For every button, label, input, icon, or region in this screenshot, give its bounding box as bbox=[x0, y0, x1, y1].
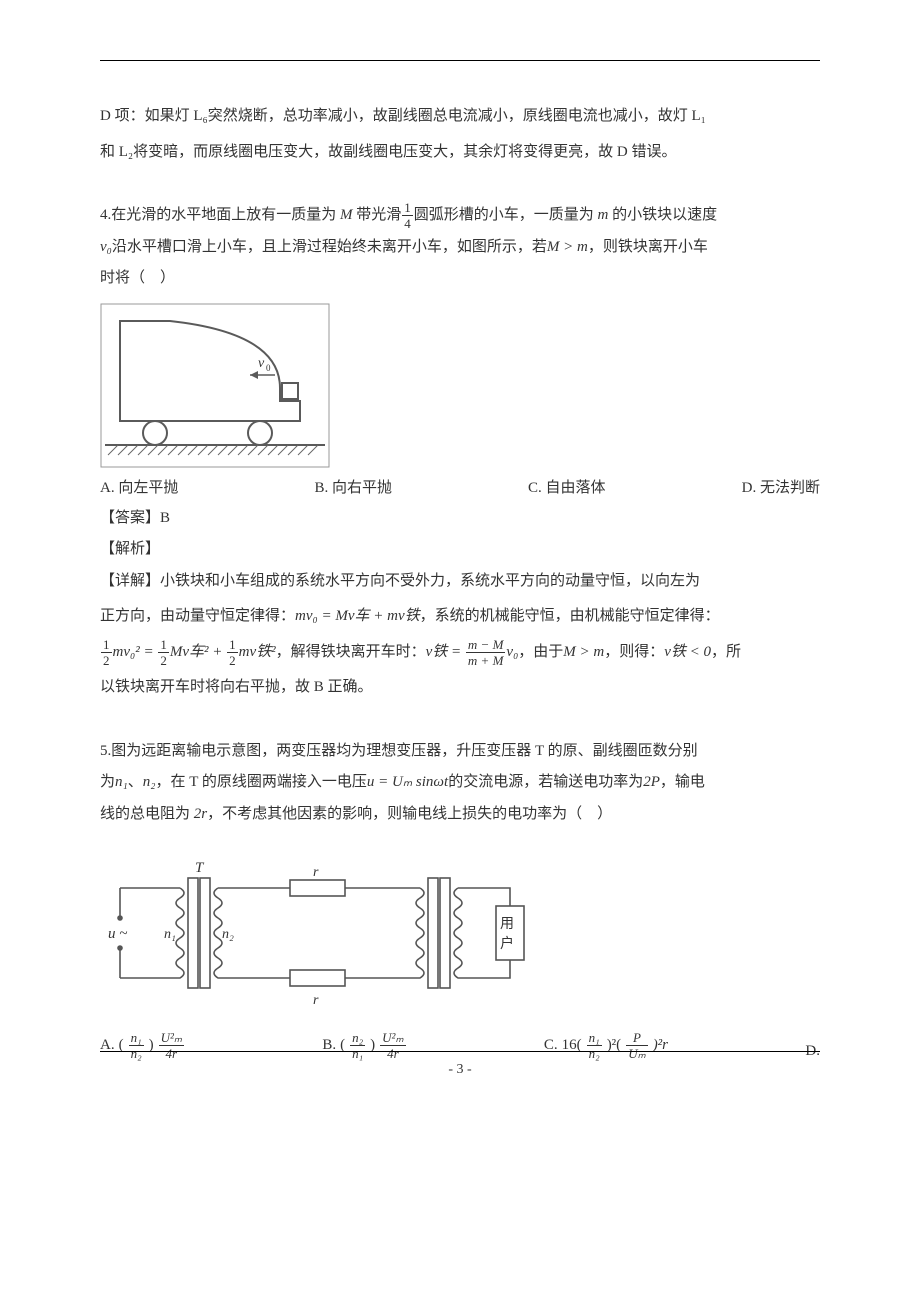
svg-text:v: v bbox=[258, 356, 265, 371]
bottom-horizontal-rule bbox=[100, 1051, 820, 1052]
q4-detail-label: 【详解】 bbox=[100, 573, 160, 589]
q4-cond: M > m bbox=[547, 239, 588, 255]
q5-a-f2: U²ₘ4r bbox=[159, 1031, 184, 1060]
q4-d2b: ，系统的机械能守恒，由机械能守恒定律得： bbox=[420, 608, 720, 624]
q4-cond2: M > m bbox=[563, 644, 604, 660]
eq2-t2: Mv车² + bbox=[170, 644, 226, 660]
svg-text:户: 户 bbox=[500, 935, 514, 952]
q4-v0: v₀ bbox=[100, 239, 112, 255]
q4-res: v铁 < 0 bbox=[664, 644, 711, 660]
q4-stem: 4.在光滑的水平地面上放有一质量为 M 带光滑14圆弧形槽的小车，一质量为 m … bbox=[100, 200, 820, 232]
eq2-t3: mv铁² bbox=[239, 644, 276, 660]
svg-text:r: r bbox=[313, 865, 319, 880]
q5-l2d: ，输电 bbox=[660, 774, 705, 790]
q4-stem-l3: 时将（ ） bbox=[100, 263, 820, 295]
q5-number: 5. bbox=[100, 743, 111, 759]
q5-diagram: u ~ n₁ n₂ T r r 用 户 bbox=[100, 838, 820, 1023]
q5-stem-l1: 5.图为远距离输电示意图，两变压器均为理想变压器，升压变压器 T 的原、副线圈匝… bbox=[100, 736, 820, 768]
frac-half-1: 12 bbox=[101, 638, 112, 667]
q5-n2: n₂ bbox=[143, 774, 156, 790]
q5-stem-l3: 线的总电阻为 2r，不考虑其他因素的影响，则输电线上损失的电功率为（ ） bbox=[100, 799, 820, 831]
q4-opt-b: B. 向右平抛 bbox=[314, 476, 392, 497]
q5-b-f1: n₂n₁ bbox=[350, 1031, 365, 1060]
q4-number: 4. bbox=[100, 207, 111, 223]
q5-opt-b: B. (n₂n₁)U²ₘ4r bbox=[322, 1031, 406, 1060]
svg-text:用: 用 bbox=[500, 917, 514, 932]
q4-answer-val: B bbox=[160, 510, 170, 526]
q4-d3d: ，所 bbox=[711, 644, 741, 660]
q4-d2a: 正方向，由动量守恒定律得： bbox=[100, 608, 295, 624]
q4-diagram: v 0 bbox=[100, 303, 820, 468]
q4-detail-l1: 【详解】小铁块和小车组成的系统水平方向不受外力，系统水平方向的动量守恒，以向左为 bbox=[100, 566, 820, 598]
svg-text:T: T bbox=[195, 860, 205, 876]
q4-stem-l2: v₀沿水平槽口滑上小车，且上滑过程始终未离开小车，如图所示，若M > m，则铁块… bbox=[100, 232, 820, 264]
page-container: D 项：如果灯 L₆突然烧断，总功率减小，故副线圈总电流减小，原线圈电流也减小，… bbox=[0, 0, 920, 1108]
q5-c-f1: n₁n₂ bbox=[587, 1031, 602, 1060]
q5-l2c: 的交流电源，若输送电功率为 bbox=[448, 774, 643, 790]
q4-d3a: ，解得铁块离开车时： bbox=[276, 644, 426, 660]
q4-d3b: ，由于 bbox=[518, 644, 563, 660]
q5-stem-l2: 为n₁、n₂，在 T 的原线圈两端接入一电压u = Uₘ sinωt的交流电源，… bbox=[100, 767, 820, 799]
q4-opt-a: A. 向左平抛 bbox=[100, 476, 178, 497]
q5-c-f2: PUₘ bbox=[626, 1031, 648, 1060]
q4-l2-a: 沿水平槽口滑上小车，且上滑过程始终未离开小车，如图所示，若 bbox=[112, 239, 547, 255]
q4-t1: 在光滑的水平地面上放有一质量为 bbox=[111, 207, 340, 223]
frac-half-3: 12 bbox=[227, 638, 238, 667]
q4-t3: 圆弧形槽的小车，一质量为 bbox=[414, 207, 598, 223]
eq3-frac: m − Mm + M bbox=[466, 638, 506, 667]
gap-1 bbox=[100, 172, 820, 200]
page-number: - 3 - bbox=[0, 1062, 920, 1078]
q5-options: A. (n₁n₂)U²ₘ4r B. (n₂n₁)U²ₘ4r C. 16(n₁n₂… bbox=[100, 1031, 820, 1060]
q4-t4: 的小铁块以速度 bbox=[608, 207, 717, 223]
q5-ueq: u = Uₘ sinωt bbox=[367, 774, 448, 790]
q5-a-f1: n₁n₂ bbox=[129, 1031, 144, 1060]
svg-text:0: 0 bbox=[266, 363, 271, 373]
q5-sep: 、 bbox=[128, 774, 143, 790]
svg-text:u ~: u ~ bbox=[108, 926, 127, 942]
q5-l2a: 为 bbox=[100, 774, 115, 790]
q4-l2-b: ，则铁块离开小车 bbox=[588, 239, 708, 255]
q4-options: A. 向左平抛 B. 向右平抛 C. 自由落体 D. 无法判断 bbox=[100, 476, 820, 497]
q4-detail-l4: 以铁块离开车时将向右平抛，故 B 正确。 bbox=[100, 672, 820, 704]
q5-opt-c: C. 16(n₁n₂)²(PUₘ)²r bbox=[544, 1031, 668, 1060]
q4-t2: 带光滑 bbox=[353, 207, 402, 223]
eq3-tail: v₀ bbox=[506, 644, 518, 660]
q4-answer-label: 【答案】 bbox=[100, 510, 160, 526]
q4-jiexi: 【解析】 bbox=[100, 534, 820, 566]
q4-m: m bbox=[598, 207, 609, 223]
q5-b-f2: U²ₘ4r bbox=[380, 1031, 405, 1060]
q5-l3b: ，不考虑其他因素的影响，则输电线上损失的电功率为（ ） bbox=[207, 806, 612, 822]
gap-2 bbox=[100, 708, 820, 736]
q4-answer: 【答案】B bbox=[100, 503, 820, 535]
frac-half-2: 12 bbox=[158, 638, 169, 667]
q5-P: 2P bbox=[643, 774, 660, 790]
q4-d1: 小铁块和小车组成的系统水平方向不受外力，系统水平方向的动量守恒，以向左为 bbox=[160, 573, 700, 589]
svg-text:n₁: n₁ bbox=[164, 927, 176, 942]
svg-text:r: r bbox=[313, 993, 319, 1008]
q4-detail-l3: 12mv₀² = 12Mv车² + 12mv铁²，解得铁块离开车时：v铁 = m… bbox=[100, 637, 820, 669]
svg-text:n₂: n₂ bbox=[222, 927, 234, 942]
q5-opt-a: A. (n₁n₂)U²ₘ4r bbox=[100, 1031, 185, 1060]
eq3-lhs: v铁 = bbox=[426, 644, 465, 660]
q4-d3c: ，则得： bbox=[604, 644, 664, 660]
circuit-svg-icon: u ~ n₁ n₂ T r r 用 户 bbox=[100, 838, 570, 1023]
q5-l2b: ，在 T 的原线圈两端接入一电压 bbox=[155, 774, 366, 790]
top-horizontal-rule bbox=[100, 60, 820, 61]
q5-l3a: 线的总电阻为 bbox=[100, 806, 194, 822]
q4-frac-quarter: 14 bbox=[402, 201, 413, 230]
q4-eq1: mv₀ = Mv车 + mv铁 bbox=[295, 608, 420, 624]
cart-svg-icon: v 0 bbox=[100, 303, 330, 468]
q5-l1: 图为远距离输电示意图，两变压器均为理想变压器，升压变压器 T 的原、副线圈匝数分… bbox=[111, 743, 697, 759]
prev-explanation-line2: 和 L₂将变暗，而原线圈电压变大，故副线圈电压变大，其余灯将变得更亮，故 D 错… bbox=[100, 137, 820, 169]
eq2-t1: mv₀² = bbox=[113, 644, 158, 660]
q4-detail-l2: 正方向，由动量守恒定律得：mv₀ = Mv车 + mv铁，系统的机械能守恒，由机… bbox=[100, 601, 820, 633]
prev-explanation-line1: D 项：如果灯 L₆突然烧断，总功率减小，故副线圈总电流减小，原线圈电流也减小，… bbox=[100, 101, 820, 133]
q4-M: M bbox=[340, 207, 353, 223]
q4-opt-c: C. 自由落体 bbox=[528, 476, 606, 497]
q4-opt-d: D. 无法判断 bbox=[742, 476, 820, 497]
q5-n1: n₁ bbox=[115, 774, 128, 790]
q5-R: 2r bbox=[194, 806, 207, 822]
